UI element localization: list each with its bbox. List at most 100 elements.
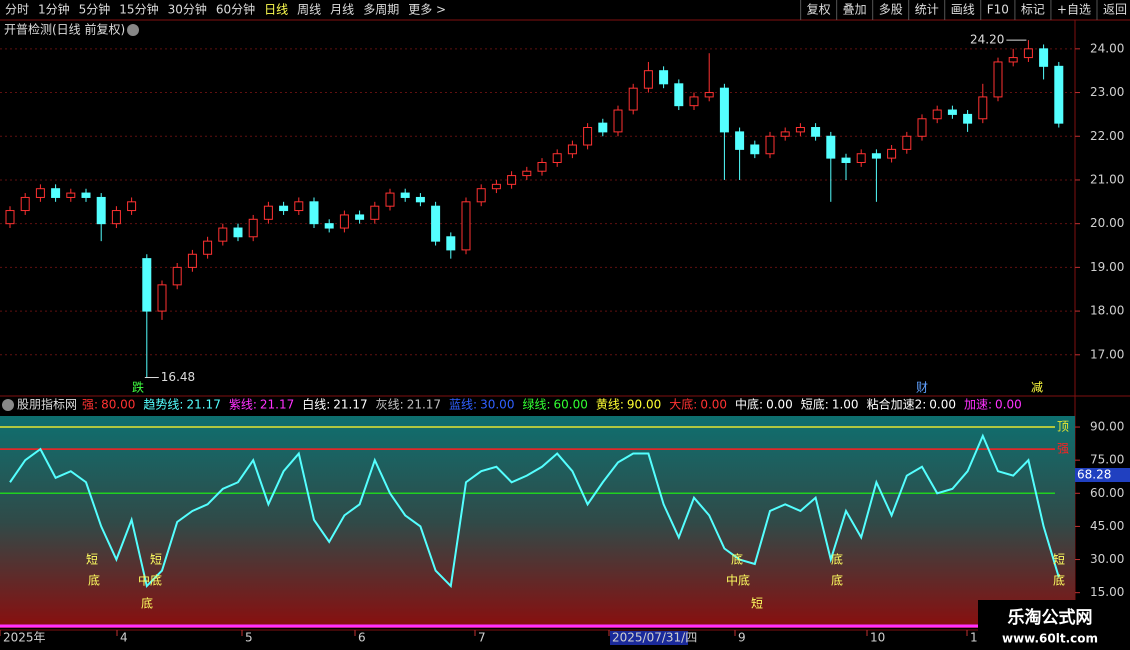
candle-body [476,188,486,203]
reference-label: 顶 [1057,420,1069,434]
candle-body [187,253,197,268]
candle-body [51,188,61,198]
candle-body [370,205,380,220]
period-tab[interactable]: 1分钟 [38,2,70,17]
signal-label: 短 [1053,553,1065,567]
candle-body [765,135,775,155]
candle-body [81,192,91,198]
x-tick-label: 2025年 [3,631,46,645]
y-tick-label: 90.00 [1090,420,1124,434]
event-marker[interactable]: 跌 [132,380,144,395]
candle-body [902,135,912,150]
period-tab[interactable]: 多周期 [363,3,399,17]
legend-name: 加速: [964,398,992,412]
legend-name: 绿线: [522,397,550,412]
candle-body [491,183,501,190]
signal-label: 底 [831,552,843,567]
candle-body [172,266,182,286]
legend-value: 0.00 [929,398,956,412]
action-button[interactable]: +自选 [1057,3,1091,17]
period-tab[interactable]: 30分钟 [168,2,207,17]
annotation-label: 16.48 [161,370,195,384]
y-tick-label: 19.00 [1090,260,1124,274]
candle-body [415,196,425,203]
x-tick-label: 1 [970,631,978,645]
signal-label: 短 [86,553,98,567]
legend-value: 0.00 [700,398,727,412]
dropdown-icon[interactable] [127,24,139,36]
action-button[interactable]: 返回 [1103,3,1127,17]
signal-label: 底 [731,552,743,567]
signal-label: 短 [150,553,162,567]
period-tab[interactable]: 日线 [264,3,288,17]
candle-body [355,214,365,220]
period-tab[interactable]: 60分钟 [216,2,255,17]
candle-body [643,70,653,89]
candle-body [826,135,836,159]
candle-body [552,153,562,163]
y-tick-label: 75.00 [1090,453,1124,467]
y-tick-label: 20.00 [1090,216,1124,230]
indicator-name: 股朋指标网 [17,397,77,412]
period-tab[interactable]: 5分钟 [79,2,111,17]
watermark-url: www.60lt.com [1002,632,1098,646]
action-button[interactable]: 多股 [879,3,903,17]
candle-body [963,113,973,124]
period-tab[interactable]: 周线 [297,3,321,17]
candle-body [522,170,532,177]
candle-body [233,227,243,238]
action-button[interactable]: F10 [987,3,1009,17]
candle-body [689,96,699,107]
candle-body [856,153,866,163]
candle-body [20,196,30,212]
x-tick-label: 6 [358,631,366,645]
dropdown-icon[interactable] [2,399,14,411]
period-tab[interactable]: 更多 > [408,3,446,17]
candle-body [248,218,258,238]
y-tick-label: 60.00 [1090,486,1124,500]
legend-name: 趋势线: [143,398,183,412]
period-tab[interactable]: 月线 [330,3,354,17]
action-button[interactable]: 叠加 [843,3,867,17]
candle-body [400,192,410,198]
legend-name: 白线: [302,397,330,412]
legend-name: 短底: [801,397,829,412]
candle-body [735,131,745,150]
annotation-label: 24.20 [970,33,1004,47]
candle-body [583,127,593,146]
action-button[interactable]: 标记 [1021,3,1045,17]
action-button[interactable]: 统计 [915,3,939,17]
candle-body [203,240,213,255]
candle-body [887,148,897,159]
event-marker[interactable]: 减 [1031,381,1043,395]
y-tick-label: 45.00 [1090,519,1124,533]
candle-body [795,127,805,133]
candle-body [841,157,851,163]
cursor-date-box [610,631,688,645]
signal-label: 底 [1053,573,1065,588]
candle-body [613,109,623,133]
chart-title: 开普检测(日线 前复权) [4,22,125,37]
event-marker[interactable]: 财 [916,381,928,395]
watermark-box [978,600,1130,650]
candle-body [279,205,289,212]
candle-body [218,227,228,242]
candle-body [1023,48,1033,59]
period-tab[interactable]: 分时 [5,3,29,17]
candle-body [704,92,714,98]
signal-label: 中底 [138,573,162,588]
candle-body [1039,48,1049,67]
x-tick-label: 10 [870,631,885,645]
legend-value: 60.00 [554,398,588,412]
candle-body [309,201,319,225]
y-tick-label: 23.00 [1090,85,1124,99]
candle-body [96,196,106,225]
legend-name: 灰线: [376,398,404,412]
candle-body [811,127,821,137]
action-button[interactable]: 画线 [951,3,975,17]
watermark-title: 乐淘公式网 [1008,607,1093,628]
period-tab[interactable]: 15分钟 [119,2,158,17]
action-button[interactable]: 复权 [807,3,831,17]
x-tick-label: 4 [120,631,128,645]
